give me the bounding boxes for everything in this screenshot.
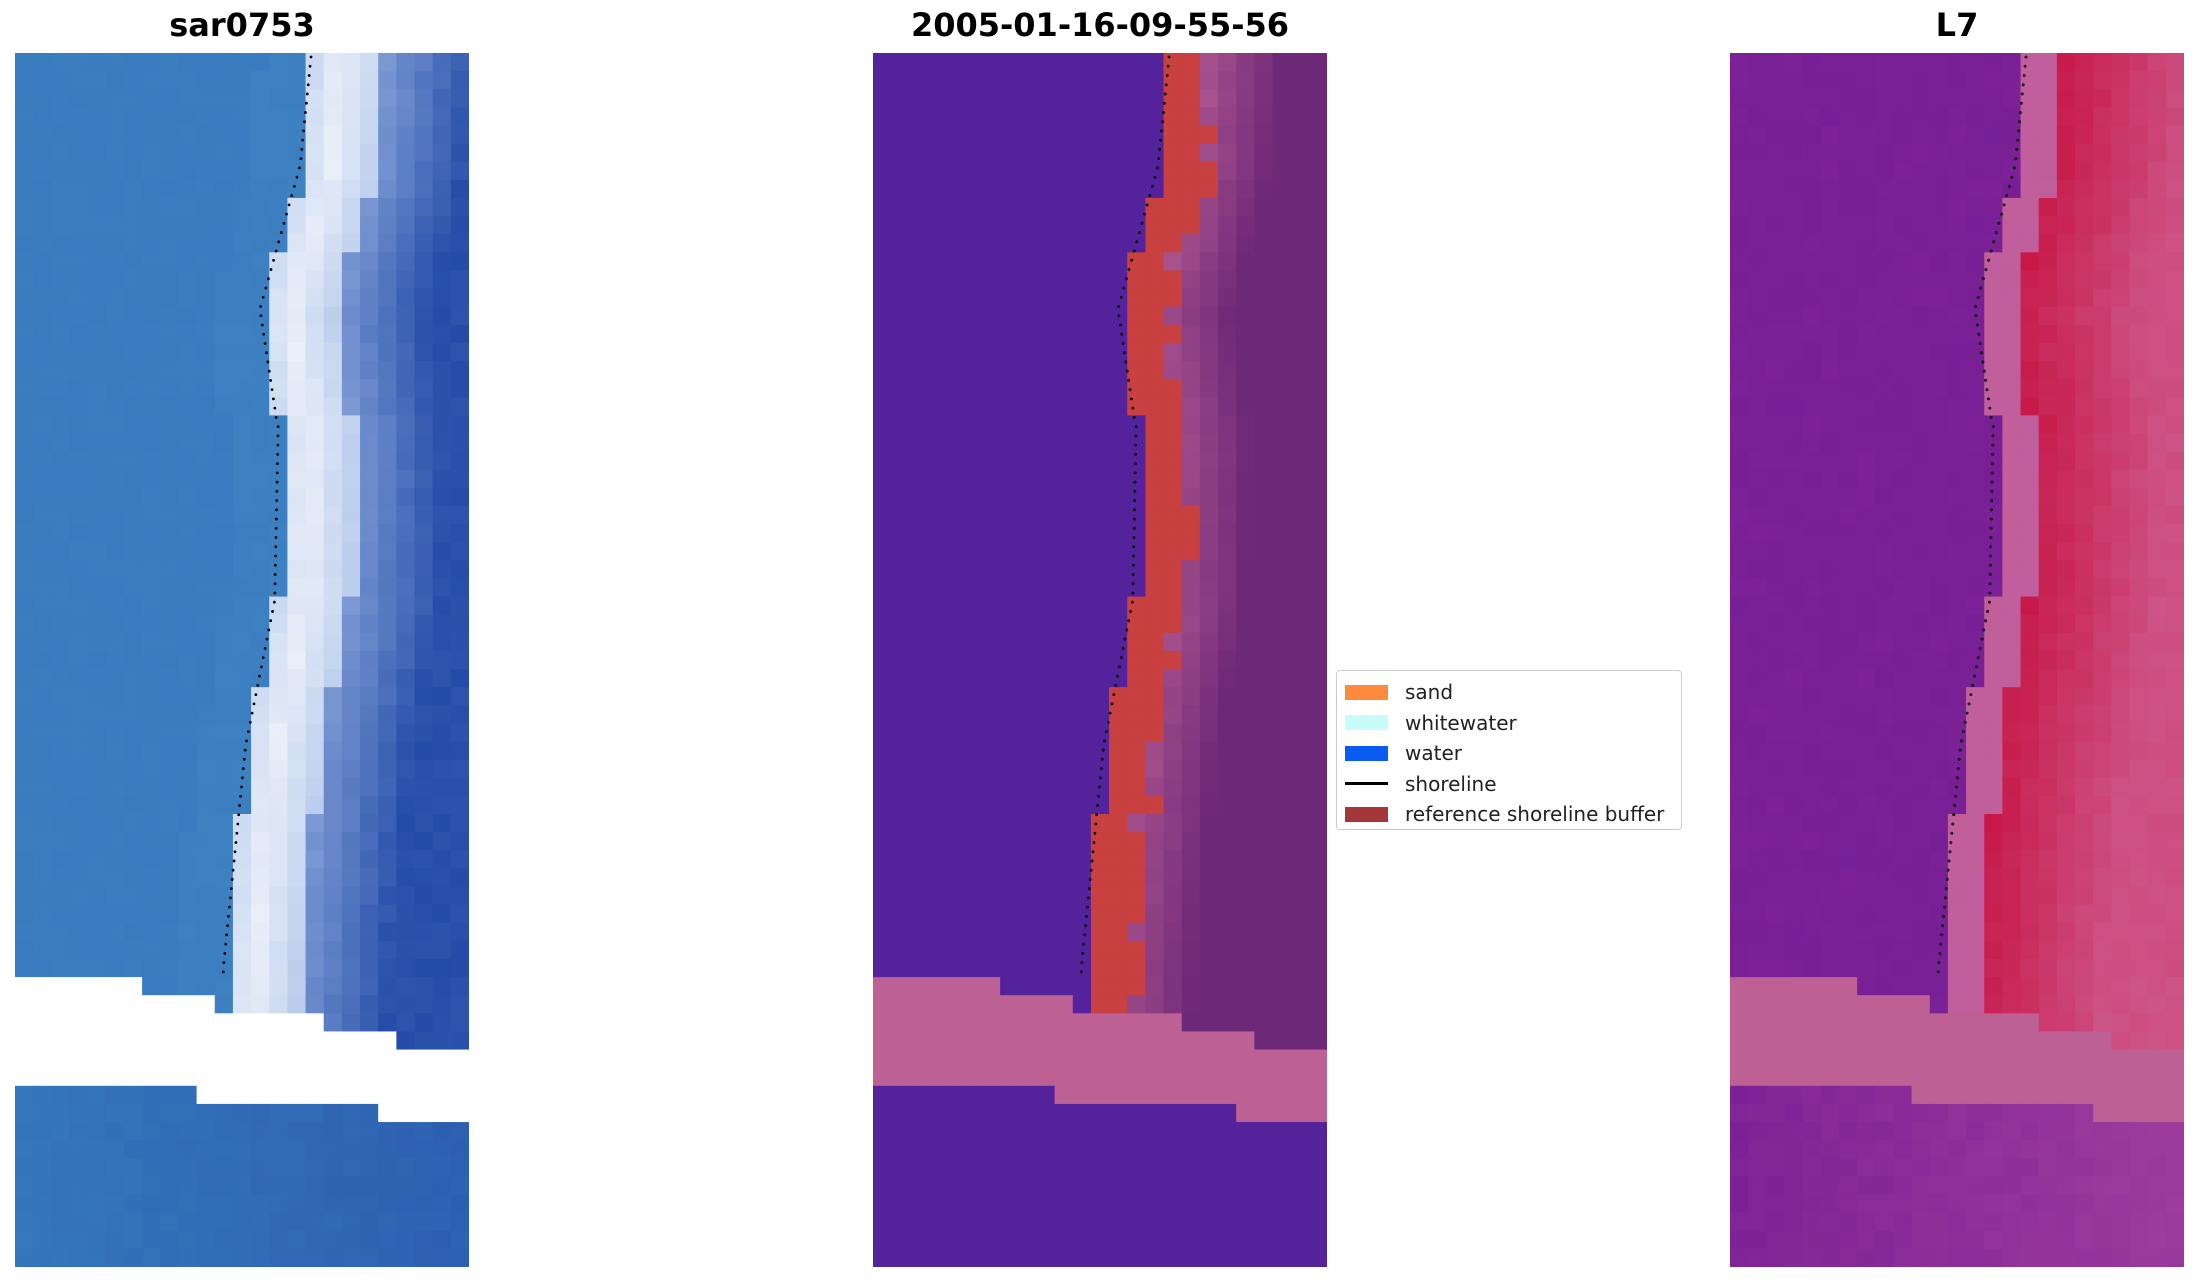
rgb-satellite-image [15,53,469,1267]
legend-label: shoreline [1405,771,1497,796]
legend: sand whitewater water shoreline reference sh… [1336,670,1682,830]
rgb-image-panel [15,53,469,1267]
legend-color-swatch [1345,715,1388,731]
index-image [1730,53,2184,1267]
legend-item: water [1345,738,1673,769]
classified-image [873,53,1327,1267]
legend-line-swatch [1345,782,1388,786]
legend-color-swatch [1345,745,1388,761]
legend-label: whitewater [1405,710,1517,735]
shoreline-dots [1079,55,1171,974]
legend-color-swatch [1345,806,1388,822]
legend-item: sand [1345,677,1673,708]
panel-title-index: L7 [1935,6,1979,44]
legend-item: whitewater [1345,708,1673,739]
legend-color-swatch [1345,684,1388,700]
legend-label: water [1405,741,1462,766]
shoreline-dots [1936,55,2028,974]
legend-item: reference shoreline buffer [1345,799,1673,830]
panel-title-classified: 2005-01-16-09-55-56 [910,6,1290,44]
legend-item: shoreline [1345,769,1673,800]
classified-image-panel [873,53,1327,1267]
panel-title-rgb: sar0753 [169,6,315,44]
shoreline-dots [221,55,313,974]
legend-label: reference shoreline buffer [1405,802,1665,827]
index-image-panel [1730,53,2184,1267]
legend-label: sand [1405,680,1454,705]
